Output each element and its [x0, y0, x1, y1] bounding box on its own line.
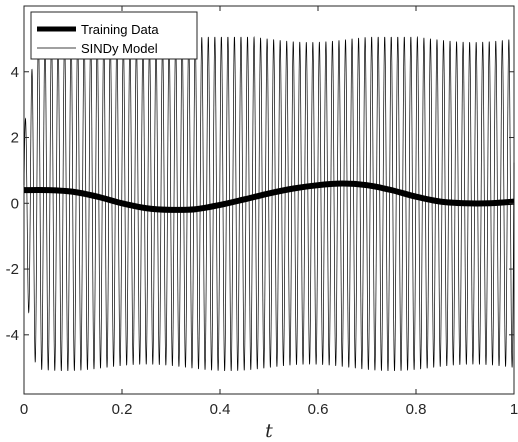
y-tick-label: 4 [11, 64, 19, 81]
y-tick-label: -2 [6, 261, 19, 278]
y-tick-label: 2 [11, 130, 19, 147]
ticks-layer: 0 0.2 0.4 0.6 0.8 1 -4 -2 0 2 4 [6, 6, 518, 418]
data-layer [23, 35, 515, 372]
x-tick-label: 1 [510, 401, 518, 418]
series-line-training-data [23, 180, 515, 213]
x-tick-label: 0.8 [406, 401, 427, 418]
y-tick-label: 0 [11, 195, 19, 212]
x-tick-label: 0 [20, 401, 28, 418]
x-axis-label: t [265, 420, 273, 442]
legend-label-sindy-model: SINDy Model [81, 41, 158, 56]
x-tick-label: 0.2 [112, 401, 133, 418]
legend-box [30, 11, 198, 60]
y-tick-label: -4 [6, 327, 19, 344]
legend-label-training-data: Training Data [81, 22, 159, 37]
series-line-sindy-model [23, 35, 515, 372]
x-tick-label: 0.6 [308, 401, 329, 418]
x-tick-label: 0.4 [210, 401, 231, 418]
legend: Training Data SINDy Model [30, 11, 198, 60]
